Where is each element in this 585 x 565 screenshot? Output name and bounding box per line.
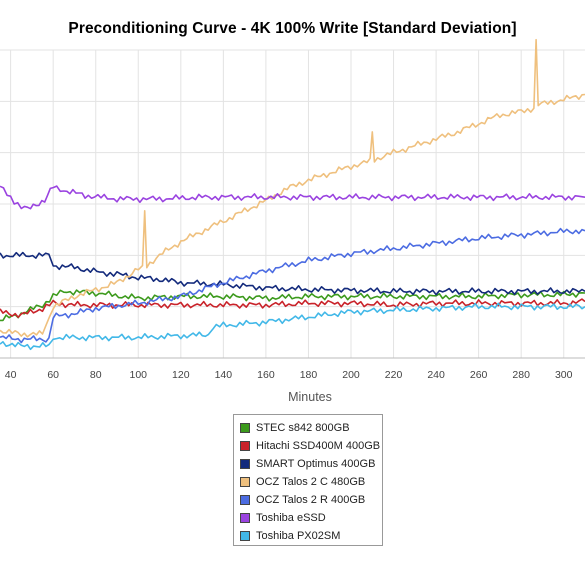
series-line-smart-optimus-400gb bbox=[0, 251, 585, 296]
legend-label: OCZ Talos 2 C 480GB bbox=[256, 476, 366, 488]
legend-swatch bbox=[240, 531, 250, 541]
x-tick-label: 120 bbox=[172, 369, 190, 381]
x-tick-label: 100 bbox=[130, 369, 148, 381]
series-lines bbox=[0, 38, 585, 351]
x-tick-label: 260 bbox=[470, 369, 488, 381]
grid bbox=[0, 49, 585, 359]
legend-swatch bbox=[240, 477, 250, 487]
x-tick-label: 160 bbox=[257, 369, 275, 381]
legend-item[interactable]: OCZ Talos 2 C 480GB bbox=[240, 473, 382, 491]
legend-item[interactable]: Hitachi SSD400M 400GB bbox=[240, 437, 382, 455]
x-tick-label: 240 bbox=[427, 369, 445, 381]
x-tick-label: 80 bbox=[90, 369, 102, 381]
series-line-stec-s842-800gb bbox=[0, 289, 585, 322]
legend-label: Toshiba eSSD bbox=[256, 512, 326, 524]
x-tick-label: 180 bbox=[300, 369, 318, 381]
x-tick-label: 40 bbox=[5, 369, 17, 381]
x-tick-label: 220 bbox=[385, 369, 403, 381]
x-axis-label: Minutes bbox=[288, 390, 332, 404]
series-line-toshiba-essd bbox=[0, 185, 585, 210]
legend-swatch bbox=[240, 495, 250, 505]
legend-label: Hitachi SSD400M 400GB bbox=[256, 440, 381, 452]
legend-item[interactable]: STEC s842 800GB bbox=[240, 419, 382, 437]
legend-label: OCZ Talos 2 R 400GB bbox=[256, 494, 366, 506]
legend-swatch bbox=[240, 459, 250, 469]
series-line-hitachi-ssd400m-400gb bbox=[0, 298, 585, 319]
legend-label: Toshiba PX02SM bbox=[256, 530, 341, 542]
x-tick-label: 280 bbox=[512, 369, 530, 381]
legend: STEC s842 800GB Hitachi SSD400M 400GB SMAR… bbox=[233, 414, 383, 546]
chart-title: Preconditioning Curve - 4K 100% Write [S… bbox=[68, 20, 517, 37]
legend-swatch bbox=[240, 441, 250, 451]
legend-item[interactable]: Toshiba eSSD bbox=[240, 509, 382, 527]
legend-item[interactable]: OCZ Talos 2 R 400GB bbox=[240, 491, 382, 509]
x-tick-label: 140 bbox=[215, 369, 233, 381]
legend-label: STEC s842 800GB bbox=[256, 422, 350, 434]
x-tick-label: 60 bbox=[47, 369, 59, 381]
x-axis: 40 60 80 100 120 140 160 180 200 220 240 260 280 300 bbox=[0, 357, 585, 381]
x-tick-label: 300 bbox=[555, 369, 573, 381]
series-line-ocz-talos-2-r-400gb bbox=[0, 227, 585, 344]
legend-swatch bbox=[240, 423, 250, 433]
legend-label: SMART Optimus 400GB bbox=[256, 458, 376, 470]
x-tick-label: 200 bbox=[342, 369, 360, 381]
legend-item[interactable]: Toshiba PX02SM bbox=[240, 527, 382, 545]
legend-item[interactable]: SMART Optimus 400GB bbox=[240, 455, 382, 473]
series-line-ocz-talos-2-c-480gb bbox=[0, 38, 585, 338]
series-line-toshiba-px02sm bbox=[0, 302, 585, 351]
legend-swatch bbox=[240, 513, 250, 523]
